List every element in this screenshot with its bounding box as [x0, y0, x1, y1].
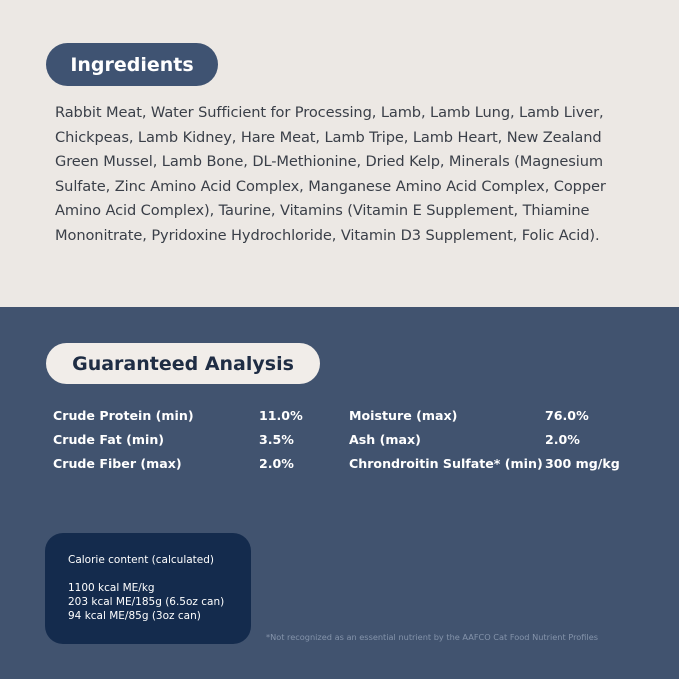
nutrient-name: Crude Fiber (max): [53, 456, 182, 471]
nutrient-value: 300 mg/kg: [545, 456, 620, 471]
nutrient-name: Chrondroitin Sulfate* (min): [349, 456, 543, 471]
guaranteed-analysis-heading: Guaranteed Analysis: [46, 343, 320, 384]
ingredients-text: Rabbit Meat, Water Sufficient for Proces…: [55, 104, 606, 244]
nutrient-value: 76.0%: [545, 408, 589, 423]
calorie-line: 1100 kcal ME/kg: [68, 582, 155, 594]
calorie-line: 94 kcal ME/85g (3oz can): [68, 610, 201, 622]
nutrient-name: Crude Protein (min): [53, 408, 194, 423]
nutrient-value: 2.0%: [545, 432, 580, 447]
nutrient-name: Ash (max): [349, 432, 421, 447]
nutrient-value: 11.0%: [259, 408, 303, 423]
nutrient-value: 2.0%: [259, 456, 294, 471]
nutrient-name: Crude Fat (min): [53, 432, 165, 447]
ingredients-heading: Ingredients: [46, 43, 218, 86]
footnote: *Not recognized as an essential nutrient…: [266, 632, 599, 642]
calorie-line: 203 kcal ME/185g (6.5oz can): [68, 596, 225, 608]
calorie-content-box: Calorie content (calculated) 1100 kcal M…: [45, 533, 251, 644]
calorie-title: Calorie content (calculated): [68, 554, 215, 566]
nutrient-value: 3.5%: [259, 432, 294, 447]
nutrient-name: Moisture (max): [349, 408, 458, 423]
